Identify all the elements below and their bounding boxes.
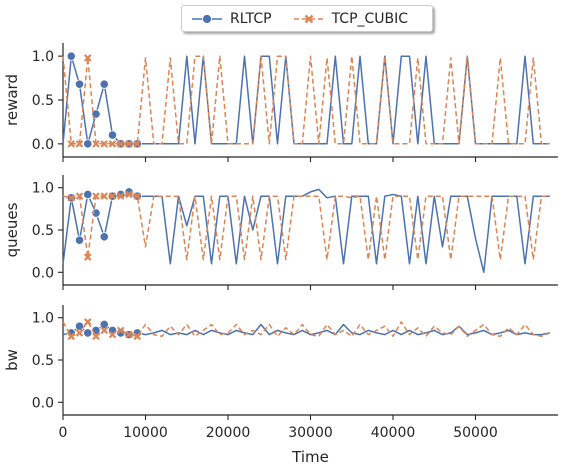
marker-point xyxy=(116,326,125,335)
series-line-tcp_cubic xyxy=(62,193,550,261)
marker-point xyxy=(74,79,85,89)
marker-point xyxy=(83,318,92,326)
series-line-tcp_cubic xyxy=(62,55,550,145)
y-tick-label: 0.5 xyxy=(32,93,54,109)
legend-swatch-tcp-cubic xyxy=(293,12,324,26)
marker-point xyxy=(108,330,117,339)
marker-point xyxy=(99,232,109,242)
panel-bw: 0.0 0.5 1.0 0 10000 20000 30000 40000 50000 bw xyxy=(3,305,558,441)
marker-point xyxy=(83,139,93,149)
y-tick-label: 1.0 xyxy=(32,49,54,65)
legend-item-rltcp: RLTCP xyxy=(192,11,272,27)
marker-point xyxy=(83,253,92,261)
y-tick-label: 1.0 xyxy=(32,181,54,197)
series-line-rltcp xyxy=(62,188,550,274)
marker-point xyxy=(92,332,100,341)
y-tick-label: 0.5 xyxy=(32,353,54,369)
marker-point xyxy=(99,319,109,330)
legend-label-tcp-cubic: TCP_CUBIC xyxy=(331,10,409,27)
marker-point xyxy=(133,192,142,200)
legend-label-rltcp: RLTCP xyxy=(230,10,272,27)
marker-point xyxy=(75,329,84,337)
marker-point xyxy=(66,51,76,61)
marker-point xyxy=(100,192,109,200)
marker-point xyxy=(125,330,133,339)
marker-point xyxy=(116,192,125,200)
legend-swatch-rltcp xyxy=(192,12,222,26)
marker-point xyxy=(92,140,100,148)
panel-reward: 0.0 0.5 1.0 reward xyxy=(3,43,558,162)
marker-point xyxy=(99,79,109,89)
marker-point xyxy=(125,140,133,148)
y-axis-label: queues xyxy=(3,202,21,257)
marker-point xyxy=(67,140,76,148)
x-tick-label: 0 xyxy=(59,425,68,441)
x-tick-label: 30000 xyxy=(288,425,333,441)
marker-point xyxy=(75,192,84,200)
marker-point xyxy=(74,321,85,331)
marker-point xyxy=(83,189,93,200)
x-tick-label: 20000 xyxy=(206,425,251,441)
x-tick-label: 40000 xyxy=(371,425,416,441)
x-tick-label: 10000 xyxy=(123,425,168,441)
y-tick-label: 0.0 xyxy=(32,137,54,153)
x-axis-label: Time xyxy=(291,448,329,466)
y-axis-label: bw xyxy=(3,349,21,371)
marker-point xyxy=(108,140,117,148)
y-tick-label: 1.0 xyxy=(32,311,54,327)
marker-point xyxy=(133,140,142,148)
marker-point xyxy=(108,192,117,200)
marker-point xyxy=(83,328,93,338)
series-line-rltcp xyxy=(62,55,550,145)
marker-point xyxy=(107,130,118,140)
y-tick-label: 0.0 xyxy=(32,395,54,411)
marker-point xyxy=(124,187,134,197)
y-axis-label: reward xyxy=(3,74,21,126)
panel-queues: 0.0 0.5 1.0 queues xyxy=(3,175,558,290)
y-tick-label: 0.5 xyxy=(32,223,54,239)
marker-point xyxy=(125,190,133,199)
marker-point xyxy=(92,192,100,200)
marker-point xyxy=(100,326,109,335)
series-line-tcp_cubic xyxy=(62,321,551,338)
marker-point xyxy=(75,140,84,148)
marker-point xyxy=(74,235,85,245)
y-tick-label: 0.0 xyxy=(32,265,54,281)
series-line-rltcp xyxy=(62,323,550,336)
marker-point xyxy=(67,332,76,341)
x-tick-label: 50000 xyxy=(453,425,498,441)
marker-point xyxy=(116,140,125,148)
legend: RLTCP TCP_CUBIC xyxy=(181,5,433,32)
marker-point xyxy=(133,332,142,341)
marker-point xyxy=(83,54,92,62)
marker-point xyxy=(67,194,76,202)
legend-item-tcp-cubic: TCP_CUBIC xyxy=(293,10,409,27)
marker-point xyxy=(100,140,109,148)
